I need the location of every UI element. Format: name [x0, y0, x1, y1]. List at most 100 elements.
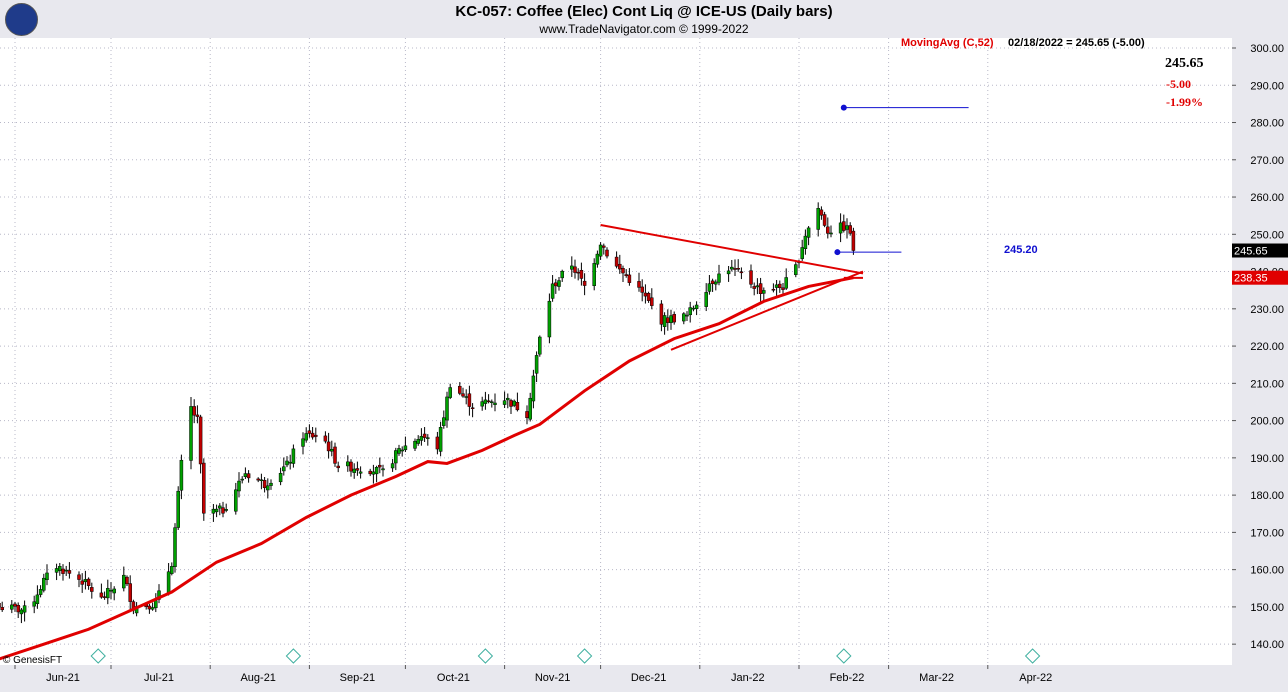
candle-body — [413, 440, 417, 449]
candle-body — [458, 385, 462, 394]
y-tick-label: 160.00 — [1250, 565, 1284, 577]
candle-body — [733, 268, 737, 270]
candle-body — [704, 292, 708, 307]
x-tick-label: Jun-21 — [46, 672, 80, 684]
candle-body — [554, 282, 558, 287]
candle-body — [470, 407, 475, 409]
date-axis[interactable]: Jun-21 Jul-21 Aug-21 Sep-21 Oct-21 Nov-21 Dec-… — [0, 665, 1232, 687]
candle-body — [352, 468, 356, 473]
y-tick-label: 300.00 — [1250, 43, 1284, 55]
candle-body — [819, 209, 824, 216]
candle-body — [0, 603, 1, 608]
candle-body — [106, 588, 110, 599]
moving-average-line — [0, 276, 854, 661]
candle-body — [822, 214, 827, 226]
candle-body — [147, 605, 152, 610]
candle-body — [509, 400, 513, 407]
candle-body — [778, 283, 782, 289]
candle-body — [717, 273, 721, 283]
y-tick-label: 270.00 — [1250, 155, 1284, 167]
trade-navigator-logo-icon[interactable] — [5, 3, 38, 36]
candle-body — [726, 270, 731, 275]
y-tick-label: 190.00 — [1250, 453, 1284, 465]
candle-body — [109, 589, 113, 592]
candle-body — [515, 402, 520, 411]
chart-subtitle: www.TradeNavigator.com © 1999-2022 — [539, 22, 749, 36]
y-tick-label: 250.00 — [1250, 229, 1284, 241]
candle-body — [598, 244, 603, 257]
candle-body — [557, 280, 561, 287]
candle-body — [419, 436, 424, 441]
candle-body — [646, 293, 651, 301]
candle-body — [243, 473, 248, 478]
candle-body — [666, 317, 670, 323]
candle-body — [659, 303, 664, 325]
event-marker-icon[interactable] — [836, 648, 852, 664]
candle-body — [480, 401, 484, 407]
candle-body — [67, 570, 72, 574]
candle-body — [816, 208, 820, 230]
candle-body — [438, 427, 443, 452]
candle-body — [800, 247, 804, 259]
candle-body — [752, 286, 756, 289]
candle-body — [576, 271, 580, 274]
event-marker-icon[interactable] — [477, 648, 494, 664]
x-tick-label: Jan-22 — [731, 672, 765, 684]
candle-body — [637, 281, 641, 288]
candle-body — [467, 393, 472, 407]
candle-body — [154, 600, 158, 609]
candle-body — [176, 490, 180, 528]
candle-body — [502, 400, 507, 405]
event-marker-icon[interactable] — [576, 648, 593, 664]
candle-body — [61, 568, 65, 574]
candle-body — [22, 605, 27, 613]
candle-body — [771, 288, 776, 291]
candle-body — [416, 439, 420, 444]
event-marker-icon[interactable] — [285, 648, 302, 664]
event-marker-icon[interactable] — [1024, 648, 1041, 664]
candle-body — [547, 300, 552, 338]
candle-body — [845, 225, 849, 230]
candle-body — [32, 601, 36, 607]
candle-body — [736, 268, 740, 270]
candle-body — [621, 268, 625, 274]
target-line-dot — [840, 104, 847, 111]
y-tick-label: 210.00 — [1250, 378, 1284, 390]
event-marker-icon[interactable] — [90, 648, 106, 664]
trendline-lower — [670, 270, 864, 351]
candle-body — [643, 292, 648, 297]
candle-body — [570, 265, 574, 270]
candle-body — [848, 225, 852, 234]
candle-body — [157, 590, 161, 600]
candle-body — [240, 478, 244, 481]
candle-body — [394, 450, 398, 464]
candle-body — [35, 594, 40, 604]
candle-body — [618, 263, 622, 270]
candle-body — [323, 435, 328, 442]
candle-body — [400, 449, 404, 452]
chart-header: KC-057: Coffee (Elec) Cont Liq @ ICE-US … — [0, 0, 1288, 38]
candle-body — [579, 269, 584, 279]
y-tick-label: 140.00 — [1250, 639, 1284, 651]
candle-body — [195, 414, 200, 417]
price-axis[interactable]: 300.00290.00280.00270.00260.00250.00240.… — [1232, 38, 1288, 665]
candle-body — [669, 315, 673, 324]
price-marker-label: 245.20 — [1004, 244, 1038, 256]
candle-body — [781, 287, 785, 290]
plot-area[interactable] — [0, 38, 1232, 665]
candle-body — [512, 400, 516, 406]
candle-body — [538, 336, 542, 355]
price-axis-svg: 300.00290.00280.00270.00260.00250.00240.… — [1232, 43, 1288, 651]
candle-body — [80, 580, 84, 585]
candle-body — [301, 438, 305, 447]
price-chart-svg[interactable] — [0, 38, 1232, 665]
candle-body — [90, 587, 94, 592]
price-tag-bg — [1232, 243, 1288, 258]
candle-body — [86, 578, 91, 586]
candle-body — [269, 482, 273, 486]
candle-body — [672, 314, 676, 323]
last-price: 245.65 — [1165, 56, 1204, 71]
price-tag-bg — [1232, 270, 1288, 285]
candle-body — [192, 406, 196, 416]
candle-body — [493, 402, 497, 405]
